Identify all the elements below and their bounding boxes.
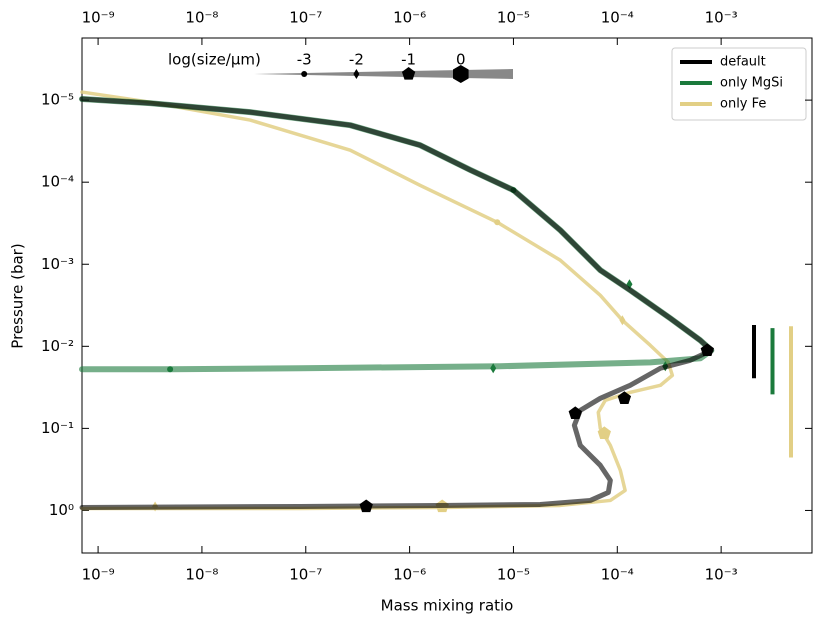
series-marker [494,219,501,226]
y-tick-label: 10⁰ [49,501,74,519]
x-tick-label: 10⁻⁶ [393,566,426,584]
legend-label: only Fe [720,97,766,112]
series-marker [568,406,582,420]
series-marker [700,343,714,357]
size-legend-marker [453,65,469,83]
legend-label: only MgSi [720,76,783,91]
x-tick-label-top: 10⁻⁹ [82,9,115,27]
y-tick-label: 10⁻³ [41,255,74,273]
series-line [79,96,714,510]
x-axis-label: Mass mixing ratio [381,597,514,615]
series-marker [619,315,626,326]
y-tick-label: 10⁻² [41,337,74,355]
x-tick-label: 10⁻⁷ [289,566,322,584]
x-tick-label: 10⁻⁸ [185,566,218,584]
size-legend-marker [301,71,308,77]
size-legend-marker [353,69,360,79]
series-marker [597,426,611,440]
plot-frame [81,37,813,554]
series-marker [167,366,174,373]
series-marker [617,391,632,404]
x-tick-label: 10⁻³ [705,566,738,584]
size-legend-label: -3 [297,51,312,69]
x-tick-label-top: 10⁻³ [705,9,738,27]
size-legend-label: -1 [401,51,416,69]
size-legend-title: log(size/μm) [168,51,261,69]
x-tick-label-top: 10⁻⁸ [185,9,218,27]
y-tick-label: 10⁻⁵ [41,91,74,109]
y-axis-label: Pressure (bar) [9,243,27,348]
y-tick-label: 10⁻⁴ [41,173,74,191]
legend-label: default [720,55,766,70]
x-tick-label-top: 10⁻⁷ [289,9,322,27]
size-legend-label: -2 [349,51,364,69]
series-marker [359,499,373,513]
series-marker [490,363,497,374]
x-tick-label: 10⁻⁹ [82,566,115,584]
x-tick-label-top: 10⁻⁶ [393,9,426,27]
size-legend-label: 0 [456,51,466,69]
size-legend-marker [401,67,416,80]
x-tick-label: 10⁻⁴ [601,566,634,584]
x-tick-label-top: 10⁻⁵ [497,9,530,27]
x-tick-label-top: 10⁻⁴ [601,9,634,27]
size-wedge [252,69,513,79]
x-tick-label: 10⁻⁵ [497,566,530,584]
y-tick-label: 10⁻¹ [41,419,74,437]
